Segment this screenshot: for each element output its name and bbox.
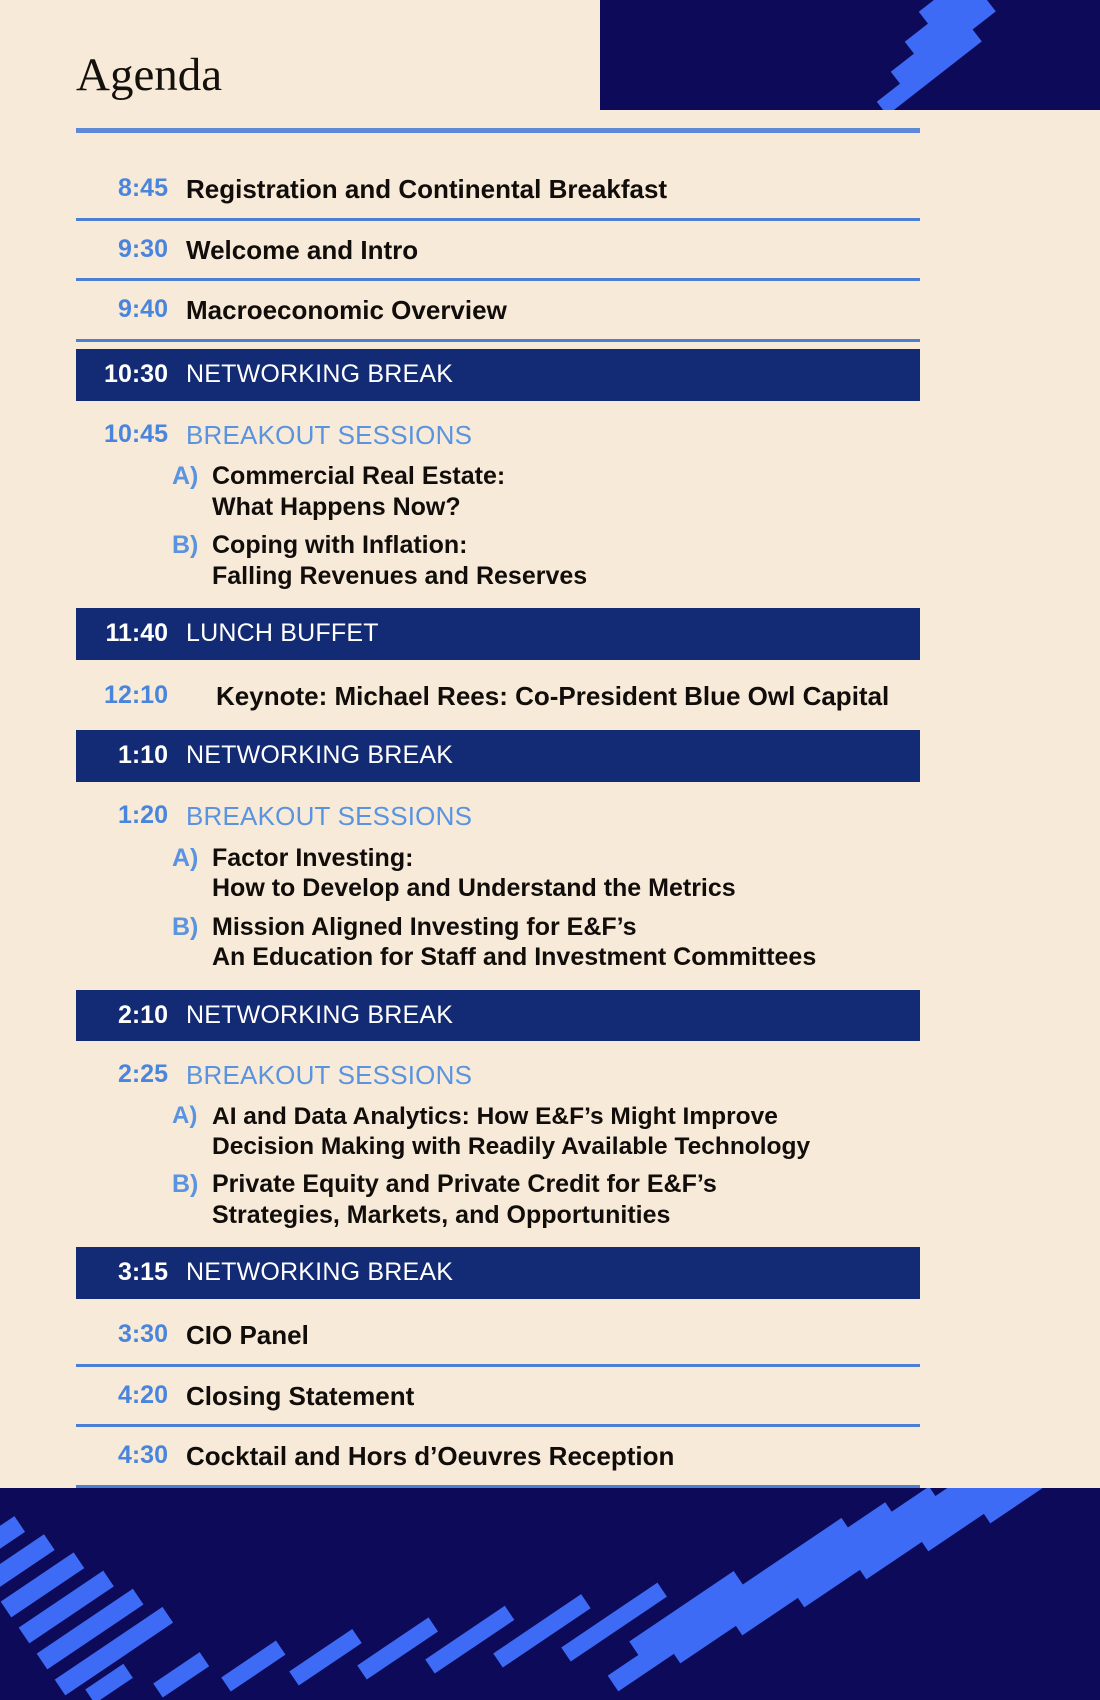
agenda-row-plain: 4:20 Closing Statement bbox=[76, 1367, 920, 1428]
breakout-item-line-1: Private Equity and Private Credit for E&… bbox=[212, 1170, 717, 1199]
agenda-row-band: 1:10 NETWORKING BREAK bbox=[76, 730, 920, 782]
agenda-row-band: 11:40 LUNCH BUFFET bbox=[76, 608, 920, 660]
breakout-item-line-2: An Education for Staff and Investment Co… bbox=[212, 943, 817, 972]
breakout-item-letter: A) bbox=[172, 843, 199, 872]
agenda-row-keynote: 12:10 Keynote: Michael Rees: Co-President… bbox=[76, 667, 920, 724]
footer-stripe-right bbox=[669, 1502, 896, 1664]
agenda-list: 8:45 Registration and Continental Breakfa… bbox=[76, 160, 920, 1488]
agenda-row-breakout-header: 1:20 BREAKOUT SESSIONS bbox=[76, 789, 920, 834]
agenda-row-title: Registration and Continental Breakfast bbox=[186, 174, 668, 204]
agenda-row-plain: 3:30 CIO Panel bbox=[76, 1306, 920, 1367]
agenda-row-time: 12:10 bbox=[104, 680, 168, 709]
agenda-row-title: Closing Statement bbox=[186, 1380, 415, 1411]
agenda-row-band: 10:30 NETWORKING BREAK bbox=[76, 349, 920, 401]
agenda-row-breakout-header: 10:45 BREAKOUT SESSIONS bbox=[76, 408, 920, 453]
agenda-row-title: Welcome and Intro bbox=[186, 234, 419, 265]
breakout-session-item: A) Commercial Real Estate: What Happens No… bbox=[76, 456, 920, 525]
breakout-item-letter: B) bbox=[172, 531, 199, 560]
footer-stripe-bottom bbox=[153, 1652, 210, 1698]
agenda-row-time: 9:30 bbox=[117, 234, 168, 263]
agenda-row-band: 2:10 NETWORKING BREAK bbox=[76, 989, 920, 1042]
breakout-item-line-2: How to Develop and Understand the Metric… bbox=[212, 874, 736, 903]
agenda-row-title: BREAKOUT SESSIONS bbox=[186, 800, 473, 831]
page-title: Agenda bbox=[76, 49, 223, 101]
breakout-item-text: Coping with Inflation: Falling Revenues a… bbox=[208, 530, 920, 591]
breakout-item-line-1: Coping with Inflation: bbox=[212, 531, 468, 560]
breakout-session-item: A) AI and Data Analytics: How E&F’s Might… bbox=[76, 1097, 920, 1165]
header-diagonal-stripes-decoration bbox=[876, 0, 1088, 110]
agenda-row-time: 3:15 bbox=[117, 1258, 168, 1287]
agenda-row-plain: 8:45 Registration and Continental Breakfa… bbox=[76, 160, 920, 221]
header-navy-band bbox=[600, 0, 1100, 110]
breakout-item-text: AI and Data Analytics: How E&F’s Might I… bbox=[208, 1102, 920, 1162]
breakout-item-letter: A) bbox=[172, 1101, 198, 1129]
agenda-row-time: 10:45 bbox=[104, 419, 168, 448]
agenda-row-title: NETWORKING BREAK bbox=[186, 360, 454, 389]
agenda-row-title: Keynote: Michael Rees: Co-President Blue… bbox=[216, 680, 890, 711]
breakout-item-text: Commercial Real Estate: What Happens Now? bbox=[208, 461, 920, 522]
agenda-row-time: 9:40 bbox=[117, 295, 168, 324]
agenda-row-time: 3:30 bbox=[117, 1319, 168, 1348]
agenda-row-title: LUNCH BUFFET bbox=[186, 619, 379, 648]
agenda-row-plain: 9:30 Welcome and Intro bbox=[76, 221, 920, 282]
footer-stripe-bottom bbox=[289, 1628, 362, 1686]
breakout-item-line-2: Strategies, Markets, and Opportunities bbox=[212, 1200, 671, 1229]
breakout-session-item: B) Coping with Inflation: Falling Revenues… bbox=[76, 525, 920, 594]
agenda-row-time: 4:30 bbox=[117, 1441, 168, 1470]
breakout-item-letter: A) bbox=[172, 462, 199, 491]
agenda-row-time: 10:30 bbox=[104, 360, 168, 389]
breakout-session-item: B) Mission Aligned Investing for E&F’s An … bbox=[76, 907, 920, 976]
breakout-item-line-1: Factor Investing: bbox=[212, 843, 414, 872]
breakout-item-line-2: Decision Making with Readily Available T… bbox=[212, 1132, 811, 1160]
agenda-row-title: NETWORKING BREAK bbox=[186, 741, 454, 770]
footer-stripe-bottom bbox=[357, 1617, 439, 1680]
breakout-item-text: Mission Aligned Investing for E&F’s An Ed… bbox=[208, 912, 920, 973]
breakout-session-items: A) Commercial Real Estate: What Happens No… bbox=[76, 456, 920, 594]
breakout-item-text: Private Equity and Private Credit for E&… bbox=[208, 1169, 920, 1230]
footer-navy-band bbox=[0, 1488, 1100, 1700]
agenda-row-plain: 9:40 Macroeconomic Overview bbox=[76, 281, 920, 343]
footer-stripe-right bbox=[731, 1488, 940, 1636]
agenda-row-title: Cocktail and Hors d’Oeuvres Reception bbox=[186, 1441, 675, 1472]
agenda-row-time: 4:20 bbox=[117, 1380, 168, 1409]
breakout-item-line-1: Commercial Real Estate: bbox=[212, 462, 506, 491]
agenda-row-time: 2:10 bbox=[117, 1000, 168, 1029]
agenda-row-time: 1:20 bbox=[117, 800, 168, 829]
agenda-row-time: 11:40 bbox=[105, 619, 168, 648]
agenda-row-time: 2:25 bbox=[117, 1060, 168, 1089]
agenda-row-band: 3:15 NETWORKING BREAK bbox=[76, 1247, 920, 1299]
agenda-row-time: 1:10 bbox=[117, 741, 168, 770]
agenda-row-title: NETWORKING BREAK bbox=[186, 1000, 454, 1029]
agenda-row-title: BREAKOUT SESSIONS bbox=[186, 1060, 473, 1091]
breakout-item-line-2: What Happens Now? bbox=[212, 492, 461, 521]
breakout-item-line-2: Falling Revenues and Reserves bbox=[212, 561, 588, 590]
breakout-item-line-1: AI and Data Analytics: How E&F’s Might I… bbox=[212, 1102, 778, 1130]
footer-stripe-bottom bbox=[221, 1640, 286, 1692]
agenda-row-title: Macroeconomic Overview bbox=[186, 295, 507, 326]
agenda-row-title: NETWORKING BREAK bbox=[186, 1258, 454, 1287]
agenda-row-plain: 4:30 Cocktail and Hors d’Oeuvres Receptio… bbox=[76, 1427, 920, 1488]
breakout-item-line-1: Mission Aligned Investing for E&F’s bbox=[212, 912, 637, 941]
breakout-item-letter: B) bbox=[172, 1170, 199, 1199]
agenda-row-breakout-header: 2:25 BREAKOUT SESSIONS bbox=[76, 1048, 920, 1093]
breakout-session-items: A) Factor Investing: How to Develop and Un… bbox=[76, 838, 920, 976]
agenda-row-title: BREAKOUT SESSIONS bbox=[186, 419, 473, 450]
breakout-item-text: Factor Investing: How to Develop and Unde… bbox=[208, 843, 920, 904]
breakout-session-item: A) Factor Investing: How to Develop and Un… bbox=[76, 838, 920, 907]
agenda-row-title: CIO Panel bbox=[186, 1319, 309, 1350]
title-underline-rule bbox=[76, 128, 920, 133]
breakout-session-item: B) Private Equity and Private Credit for … bbox=[76, 1164, 920, 1233]
agenda-row-time: 8:45 bbox=[117, 174, 168, 202]
breakout-session-items: A) AI and Data Analytics: How E&F’s Might… bbox=[76, 1097, 920, 1234]
breakout-item-letter: B) bbox=[172, 912, 199, 941]
